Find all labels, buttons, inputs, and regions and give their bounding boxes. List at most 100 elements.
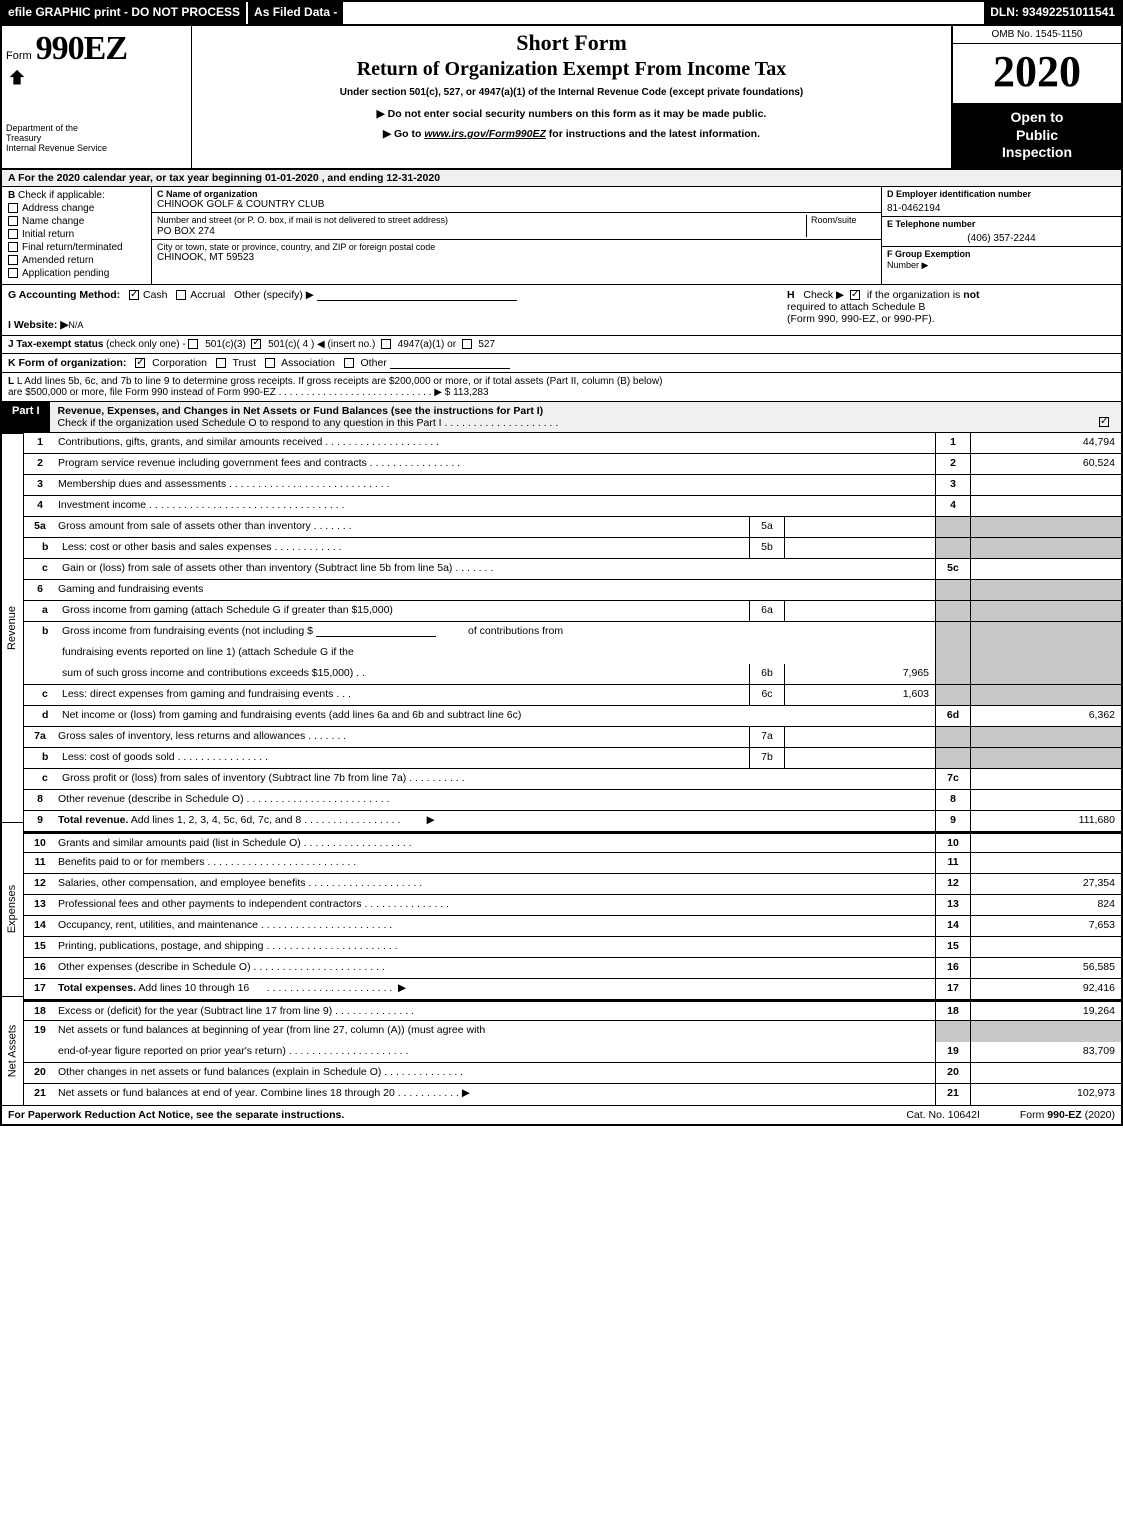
line-5b: b Less: cost or other basis and sales ex… [24,538,1121,559]
val-18: 19,264 [971,1002,1121,1020]
website: N/A [68,320,83,330]
check-association[interactable] [265,358,275,368]
footer: For Paperwork Reduction Act Notice, see … [2,1105,1121,1124]
irs-link[interactable]: www.irs.gov/Form990EZ [424,128,546,140]
gross-receipts: 113,283 [453,387,488,398]
line-21: 21 Net assets or fund balances at end of… [24,1084,1121,1105]
part-title: Revenue, Expenses, and Changes in Net As… [58,405,544,417]
val-14: 7,653 [971,916,1121,936]
form-page: efile GRAPHIC print - DO NOT PROCESS As … [0,0,1123,1126]
val-2: 60,524 [971,454,1121,474]
e-label: E Telephone number [887,219,1116,229]
val-5c [971,559,1121,579]
line-7a: 7a Gross sales of inventory, less return… [24,727,1121,748]
val-17: 92,416 [971,979,1121,999]
check-corporation[interactable] [135,358,145,368]
val-15 [971,937,1121,957]
side-netassets: Net Assets [2,996,24,1105]
side-revenue: Revenue [2,433,24,822]
check-application-pending[interactable] [8,268,18,278]
line-17: 17 Total expenses. Add lines 10 through … [24,979,1121,1000]
f-label: F Group Exemption [887,249,971,259]
val-11 [971,853,1121,873]
line-18: 18 Excess or (deficit) for the year (Sub… [24,1000,1121,1021]
header-left: Form 990EZ Department of the Treasury In… [2,26,192,168]
line-6b-1: b Gross income from fundraising events (… [24,622,1121,643]
check-501c[interactable] [251,339,261,349]
d-label: D Employer identification number [887,189,1116,199]
val-21: 102,973 [971,1084,1121,1105]
val-20 [971,1063,1121,1083]
dept-line2: Treasury [6,133,187,143]
short-form-title: Short Form [196,30,947,56]
line-7c: c Gross profit or (loss) from sales of i… [24,769,1121,790]
form-number: 990EZ [36,30,127,68]
line-5a: 5a Gross amount from sale of assets othe… [24,517,1121,538]
line-20: 20 Other changes in net assets or fund b… [24,1063,1121,1084]
val-13: 824 [971,895,1121,915]
val-1: 44,794 [971,433,1121,453]
val-7b [785,748,935,768]
check-schedule-o[interactable] [1099,417,1109,427]
side-expenses: Expenses [2,822,24,996]
line-6b-2: fundraising events reported on line 1) (… [24,643,1121,664]
room-label: Room/suite [811,215,857,225]
row-k: K Form of organization: Corporation Trus… [2,354,1121,373]
line-7b: b Less: cost of goods sold . . . . . . .… [24,748,1121,769]
line-19-2: end-of-year figure reported on prior yea… [24,1042,1121,1063]
check-trust[interactable] [216,358,226,368]
check-501c3[interactable] [188,339,198,349]
val-3 [971,475,1121,495]
sub-instruction-1: ▶ Do not enter social security numbers o… [196,108,947,120]
paperwork-notice: For Paperwork Reduction Act Notice, see … [8,1109,866,1121]
val-4 [971,496,1121,516]
check-cash[interactable] [129,290,139,300]
val-19: 83,709 [971,1042,1121,1062]
val-12: 27,354 [971,874,1121,894]
org-address: PO BOX 274 [157,226,806,237]
col-b: B Check if applicable: Address change Na… [2,187,152,284]
addr-label: Number and street (or P. O. box, if mail… [157,215,448,225]
line-11: 11 Benefits paid to or for members . . .… [24,853,1121,874]
dept-line3: Internal Revenue Service [6,143,187,153]
phone: (406) 357-2244 [887,229,1116,244]
c-label: C Name of organization [157,189,876,199]
omb-number: OMB No. 1545-1150 [953,26,1121,44]
line-2: 2 Program service revenue including gove… [24,454,1121,475]
org-name: CHINOOK GOLF & COUNTRY CLUB [157,199,876,210]
check-amended[interactable] [8,255,18,265]
check-other-org[interactable] [344,358,354,368]
check-initial-return[interactable] [8,229,18,239]
line-16: 16 Other expenses (describe in Schedule … [24,958,1121,979]
val-7a [785,727,935,747]
line-4: 4 Investment income . . . . . . . . . . … [24,496,1121,517]
check-527[interactable] [462,339,472,349]
val-6b: 7,965 [785,664,935,684]
header: Form 990EZ Department of the Treasury In… [2,26,1121,170]
check-accrual[interactable] [176,290,186,300]
irs-eagle-icon [6,68,28,90]
line-1: 1 Contributions, gifts, grants, and simi… [24,433,1121,454]
check-4947[interactable] [381,339,391,349]
check-final-return[interactable] [8,242,18,252]
form-footer: Form 990-EZ (2020) [1020,1109,1115,1121]
part-1-header: Part I Revenue, Expenses, and Changes in… [2,402,1121,433]
line-5c: c Gain or (loss) from sale of assets oth… [24,559,1121,580]
check-address-change[interactable] [8,203,18,213]
val-9: 111,680 [971,811,1121,831]
check-h[interactable] [850,290,860,300]
line-12: 12 Salaries, other compensation, and emp… [24,874,1121,895]
dept-line1: Department of the [6,123,187,133]
under-section: Under section 501(c), 527, or 4947(a)(1)… [196,87,947,98]
check-name-change[interactable] [8,216,18,226]
row-g-h: G Accounting Method: Cash Accrual Other … [2,285,1121,336]
line-19-1: 19 Net assets or fund balances at beginn… [24,1021,1121,1042]
header-center: Short Form Return of Organization Exempt… [192,26,951,168]
line-6b-3: sum of such gross income and contributio… [24,664,1121,685]
row-j: J Tax-exempt status (check only one) - 5… [2,336,1121,354]
city-label: City or town, state or province, country… [157,242,876,252]
ein: 81-0462194 [887,199,1116,214]
part-1-body: Revenue Expenses Net Assets 1 Contributi… [2,433,1121,1105]
part-label: Part I [2,402,50,432]
val-6c: 1,603 [785,685,935,705]
